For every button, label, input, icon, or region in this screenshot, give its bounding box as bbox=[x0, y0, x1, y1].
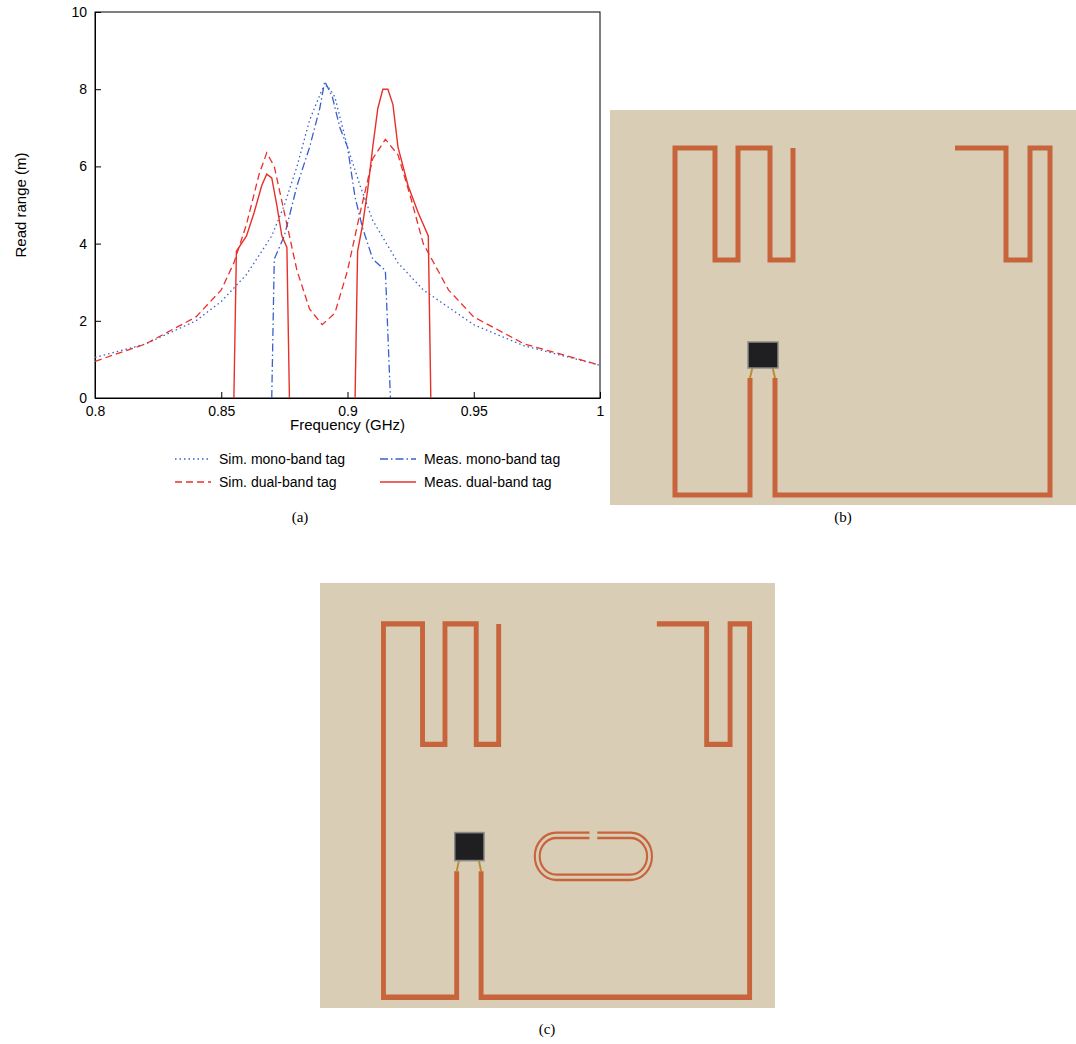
y-tick-mark bbox=[95, 12, 101, 13]
series-line bbox=[95, 139, 600, 365]
x-axis-line bbox=[96, 398, 601, 399]
figure: 0.80.850.90.9510246810Frequency (GHz)Rea… bbox=[0, 0, 1076, 1044]
y-tick-label: 4 bbox=[79, 236, 87, 252]
y-tick: 10 bbox=[71, 4, 101, 20]
y-tick-label: 10 bbox=[71, 4, 87, 20]
legend-label: Meas. mono-band tag bbox=[424, 451, 560, 467]
tag-antenna bbox=[675, 148, 1050, 495]
series-line bbox=[95, 85, 600, 365]
legend-swatch bbox=[175, 458, 211, 459]
loop-trace bbox=[540, 838, 647, 875]
photo-background bbox=[320, 583, 775, 1008]
x-tick: 0.85 bbox=[208, 392, 235, 419]
legend-item: Sim. dual-band tag bbox=[175, 474, 337, 490]
x-tick-mark bbox=[221, 392, 222, 398]
x-tick-mark bbox=[474, 392, 475, 398]
x-tick-mark bbox=[600, 392, 601, 398]
legend-swatch bbox=[175, 481, 211, 482]
panel-label: (c) bbox=[539, 1021, 556, 1038]
y-tick: 0 bbox=[79, 390, 101, 406]
x-tick-label: 1 bbox=[597, 403, 605, 419]
chip bbox=[748, 342, 778, 368]
legend-swatch bbox=[380, 481, 416, 482]
y-tick: 2 bbox=[79, 313, 101, 329]
x-tick-label: 0.85 bbox=[208, 403, 235, 419]
x-tick-label: 0.95 bbox=[461, 403, 488, 419]
panel-label: (b) bbox=[834, 509, 852, 526]
legend-label: Sim. mono-band tag bbox=[219, 451, 345, 467]
panel-label: (a) bbox=[292, 509, 309, 526]
legend-label: Sim. dual-band tag bbox=[219, 474, 337, 490]
y-tick-mark bbox=[95, 166, 101, 167]
tag-photo bbox=[610, 110, 1076, 505]
y-axis-line bbox=[95, 13, 96, 399]
antenna-trace bbox=[775, 148, 1050, 495]
tag-antenna bbox=[383, 624, 749, 997]
legend-label: Meas. dual-band tag bbox=[424, 474, 552, 490]
y-tick-mark bbox=[95, 398, 101, 399]
series-line bbox=[234, 89, 431, 398]
legend-item: Meas. mono-band tag bbox=[380, 451, 560, 467]
y-axis: 0 2 4 6 8 10 bbox=[71, 4, 101, 406]
y-tick-mark bbox=[95, 321, 101, 322]
series-line bbox=[272, 81, 391, 398]
tag-photo bbox=[320, 583, 775, 1008]
legend: Sim. mono-band tag Meas. mono-band tag Sim… bbox=[175, 451, 560, 490]
legend-item: Meas. dual-band tag bbox=[380, 474, 552, 490]
x-tick-mark bbox=[348, 392, 349, 398]
antenna-trace bbox=[481, 624, 750, 997]
x-axis: 0.80.850.90.951 bbox=[86, 392, 605, 419]
y-axis-title: Read range (m) bbox=[12, 152, 29, 257]
x-tick: 0.95 bbox=[461, 392, 488, 419]
x-tick-label: 0.8 bbox=[86, 403, 106, 419]
legend-item: Sim. mono-band tag bbox=[175, 451, 345, 467]
photo-background bbox=[610, 110, 1076, 505]
x-axis-title: Frequency (GHz) bbox=[290, 416, 405, 433]
y-tick-label: 8 bbox=[79, 81, 87, 97]
y-tick-label: 2 bbox=[79, 313, 87, 329]
plot-lines bbox=[95, 81, 600, 398]
loop-trace bbox=[535, 833, 652, 880]
y-tick: 4 bbox=[79, 236, 101, 252]
plot-frame bbox=[95, 12, 600, 398]
y-tick-label: 0 bbox=[79, 390, 87, 406]
chip bbox=[455, 833, 484, 861]
x-tick: 1 bbox=[597, 392, 605, 419]
y-tick-mark bbox=[95, 244, 101, 245]
legend-swatch bbox=[380, 458, 416, 459]
y-tick-label: 6 bbox=[79, 158, 87, 174]
y-tick-mark bbox=[95, 89, 101, 90]
loop-resonator bbox=[535, 833, 652, 880]
y-tick: 8 bbox=[79, 81, 101, 97]
y-tick: 6 bbox=[79, 158, 101, 174]
